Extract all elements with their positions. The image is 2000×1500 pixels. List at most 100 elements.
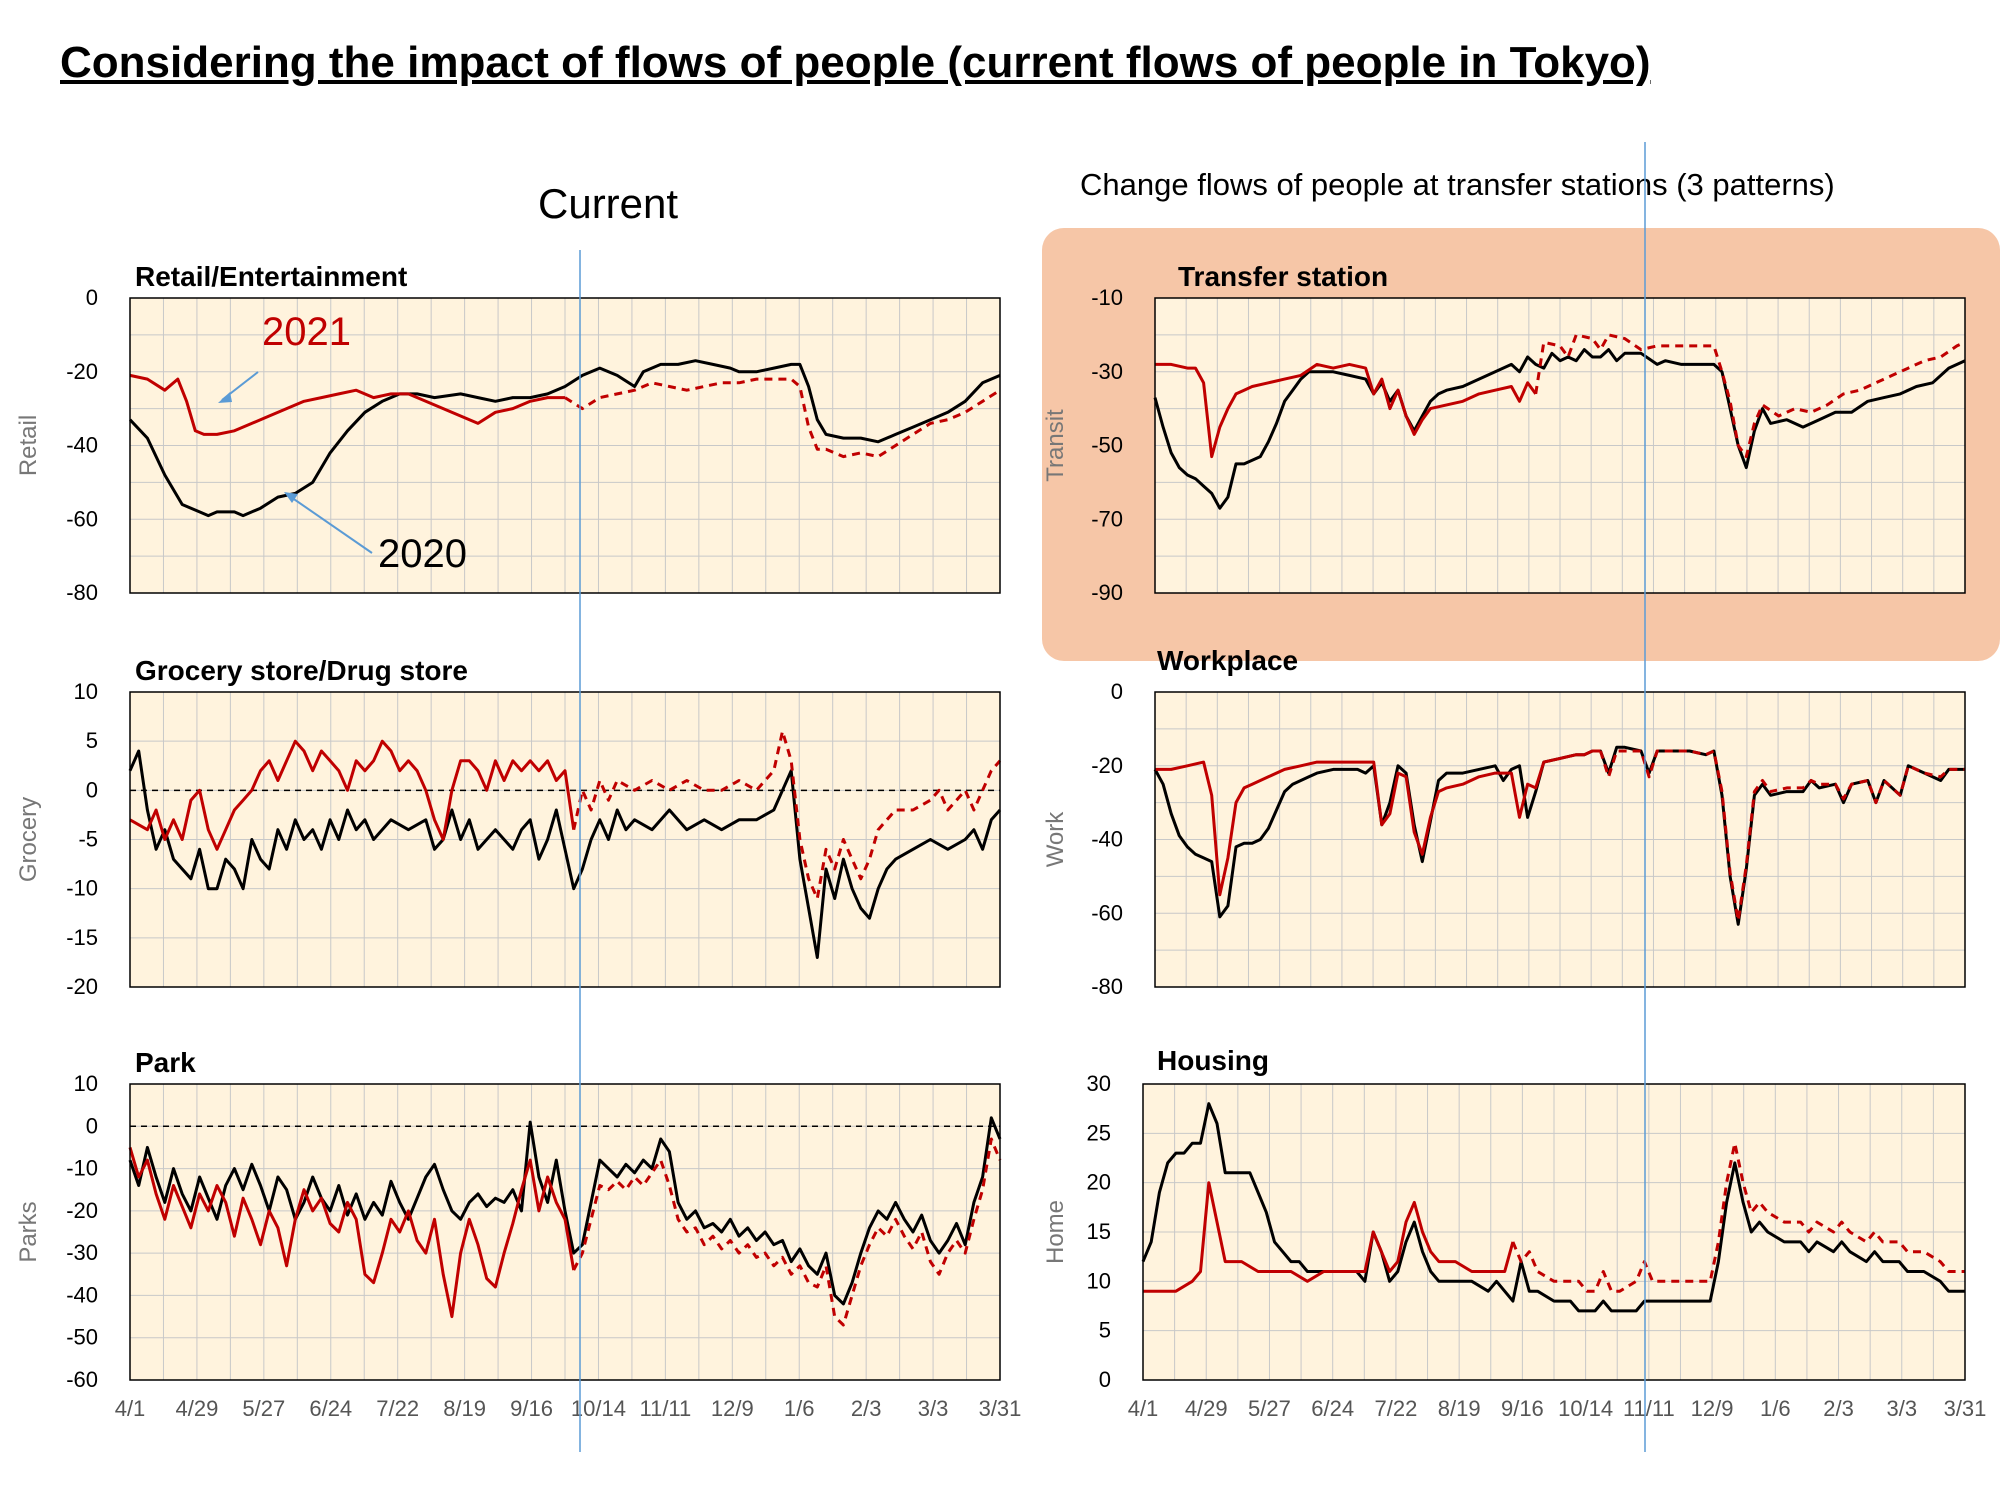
plot-frame (1154, 297, 1966, 594)
y-tick-label: -60 (1091, 900, 1123, 925)
y-tick-label: 10 (74, 1071, 98, 1096)
x-tick-label: 11/11 (639, 1396, 691, 1421)
series-2021-line (128, 1146, 576, 1319)
x-tick-label: 10/14 (1558, 1396, 1613, 1421)
plot-frame (129, 691, 1001, 988)
x-tick-label: 1/6 (784, 1396, 815, 1421)
series-2021-line (1155, 362, 1537, 459)
x-tick-label: 5/27 (1248, 1396, 1291, 1421)
y-tick-label: 15 (1087, 1219, 1111, 1244)
series-2021-forecast-line (1511, 1141, 1965, 1293)
x-tick-label: 7/22 (376, 1396, 419, 1421)
series-2020-line (1153, 348, 1966, 510)
chart-transit: -10 -30 -50 -70 -90 Transit Transfer station (1042, 261, 1966, 605)
y-tick-label: -20 (66, 974, 98, 999)
series-2020-line (1141, 1102, 1965, 1313)
chart-title: Transfer station (1178, 261, 1388, 292)
series-2021-line (129, 739, 576, 851)
x-tick-label: 9/16 (510, 1396, 553, 1421)
series-2020-line (1153, 745, 1965, 926)
chart-grocery: 10 5 0 -5 -10 -15 -20 Grocery Grocery store/Drug… (15, 655, 1002, 999)
series-2021-line (129, 373, 565, 436)
y-tick-label: -50 (1091, 433, 1123, 458)
x-tick-label: 12/9 (711, 1396, 754, 1421)
y-axis-label: Work (1042, 811, 1069, 868)
plot-frame (129, 297, 1001, 594)
y-axis-label: Home (1042, 1200, 1069, 1264)
arrowhead-2020 (284, 492, 298, 503)
y-axis-label: Parks (15, 1201, 42, 1262)
x-tick-label: 10/14 (571, 1396, 626, 1421)
y-tick-label: -90 (1091, 580, 1123, 605)
series-2021-line (1155, 749, 1601, 897)
y-tick-label: 20 (1087, 1170, 1111, 1195)
x-tick-label: 3/3 (1886, 1396, 1917, 1421)
x-tick-label: 3/31 (1944, 1396, 1987, 1421)
y-tick-label: -70 (1091, 506, 1123, 531)
y-tick-label: -20 (66, 359, 98, 384)
plot-frame (1142, 1083, 1966, 1381)
x-tick-label: 3/3 (918, 1396, 949, 1421)
chart-title: Housing (1157, 1045, 1269, 1076)
y-tick-label: -15 (66, 925, 98, 950)
y-tick-label: 30 (1087, 1071, 1111, 1096)
x-tick-label: 12/9 (1691, 1396, 1734, 1421)
chart-park: 10 0 -10 -20 -30 -40 -50 -60 Parks Park 4/1 4/29 5/2… (15, 1047, 1021, 1421)
plot-frame (1154, 691, 1966, 988)
annotation-2020: 2020 (378, 532, 467, 576)
y-tick-label: 0 (1099, 1367, 1111, 1392)
annotation-arrow-2020 (287, 494, 373, 554)
y-tick-label: -10 (1091, 285, 1123, 310)
series-2021-forecast-line (1534, 333, 1966, 459)
y-tick-label: -40 (66, 433, 98, 458)
y-tick-label: -60 (66, 1367, 98, 1392)
y-tick-label: -30 (66, 1240, 98, 1265)
annotation-2021: 2021 (262, 310, 351, 354)
chart-title: Workplace (1157, 645, 1298, 676)
x-tick-label: 9/16 (1501, 1396, 1544, 1421)
y-tick-label: 0 (1111, 679, 1123, 704)
y-tick-label: 0 (86, 285, 98, 310)
series-2021-forecast-line (564, 377, 1001, 459)
y-tick-label: -80 (66, 580, 98, 605)
y-tick-label: 10 (1087, 1268, 1111, 1293)
y-tick-label: -30 (1091, 359, 1123, 384)
chart-retail: 0 -20 -40 -60 -80 Retail Retail/Entertainment 2… (15, 261, 1001, 605)
x-tick-label: 4/1 (115, 1396, 146, 1421)
x-tick-label: 8/19 (1438, 1396, 1481, 1421)
y-axis-label: Transit (1042, 409, 1069, 482)
y-tick-label: -50 (66, 1325, 98, 1350)
x-tick-label: 2/3 (1823, 1396, 1854, 1421)
x-tick-label: 6/24 (309, 1396, 352, 1421)
x-tick-label: 1/6 (1760, 1396, 1791, 1421)
chart-title: Park (135, 1047, 196, 1078)
x-tick-label: 4/1 (1128, 1396, 1159, 1421)
y-tick-label: 5 (1099, 1318, 1111, 1343)
y-tick-label: -80 (1091, 974, 1123, 999)
series-2021-forecast-line (572, 729, 1002, 900)
y-tick-label: -10 (66, 876, 98, 901)
y-tick-label: -40 (66, 1282, 98, 1307)
y-tick-label: 0 (86, 1113, 98, 1138)
y-axis-label: Retail (15, 415, 42, 476)
series-2020-line (128, 359, 1001, 518)
y-axis-label: Grocery (15, 797, 42, 882)
current-label: Current (538, 180, 679, 227)
series-2020-line (128, 1116, 1002, 1306)
y-tick-label: -10 (66, 1156, 98, 1181)
x-tick-label: 3/31 (979, 1396, 1022, 1421)
series-2021-line (1143, 1181, 1515, 1293)
y-tick-label: 5 (86, 728, 98, 753)
series-2021-forecast-line (1599, 749, 1965, 923)
arrowhead-2021 (218, 392, 232, 403)
series-2020-line (128, 749, 1002, 959)
page-title: Considering the impact of flows of peopl… (60, 38, 1651, 87)
transfer-patterns-label: Change flows of people at transfer stati… (1080, 167, 1835, 202)
y-tick-label: -5 (78, 827, 98, 852)
x-tick-label: 6/24 (1311, 1396, 1354, 1421)
y-tick-label: 25 (1087, 1120, 1111, 1145)
y-tick-label: -60 (66, 506, 98, 531)
x-tick-label: 11/11 (1623, 1396, 1675, 1421)
x-tick-label: 8/19 (443, 1396, 486, 1421)
x-tick-label: 7/22 (1375, 1396, 1418, 1421)
